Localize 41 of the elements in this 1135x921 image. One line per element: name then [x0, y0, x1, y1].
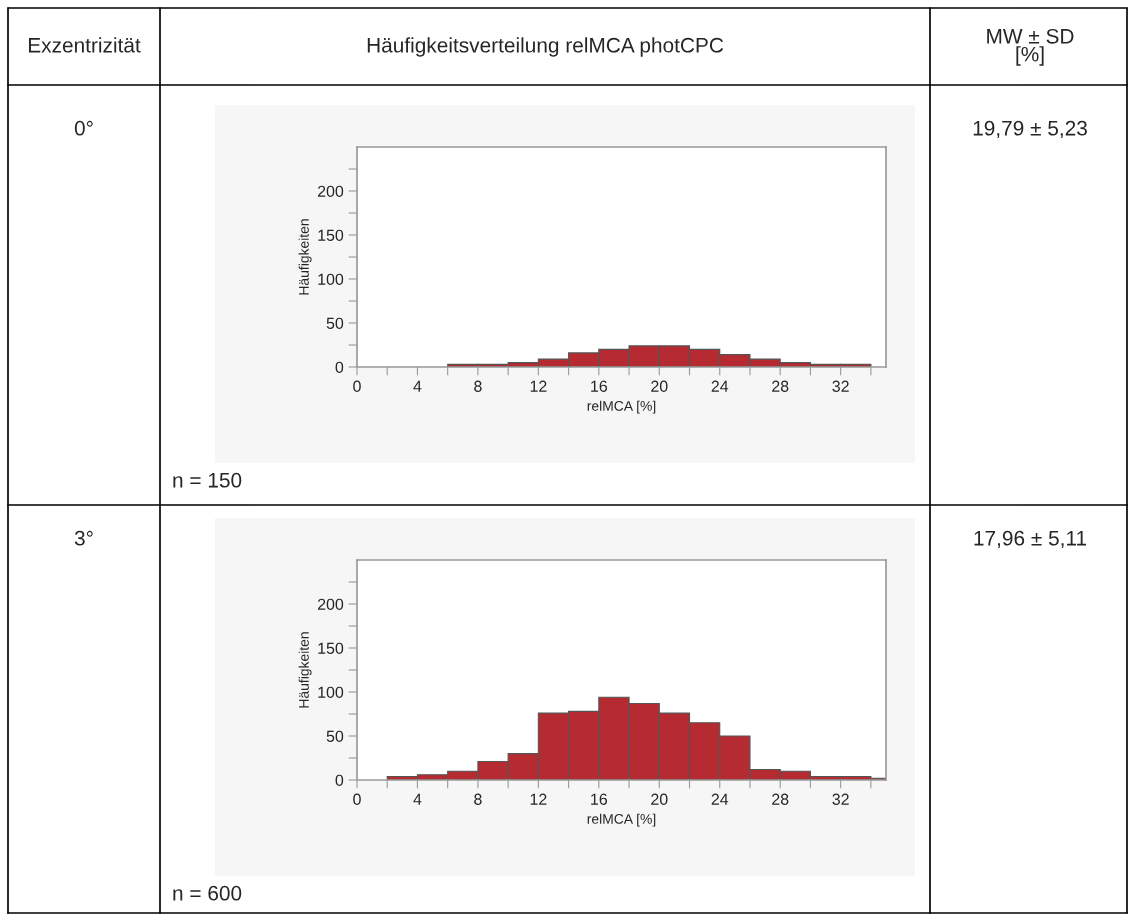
text: 17,96 ± 5,11 [974, 530, 1087, 549]
text: 19,79 ± 5,23 [973, 120, 1087, 139]
x-tick-label: 12 [530, 380, 547, 392]
x-tick-label: 0 [353, 793, 361, 805]
x-tick-label: 24 [711, 380, 729, 392]
x-tick-label: 20 [651, 380, 668, 392]
x-tick-label: 8 [474, 380, 482, 392]
y-tick-label: 200 [317, 598, 344, 610]
y-axis-title: Häufigkeiten [298, 632, 312, 708]
chart-title: Häufigkeitsverteilung relMCA photCPC [367, 37, 724, 57]
y-tick-label: 0 [335, 774, 344, 786]
x-tick-label: 20 [651, 793, 668, 805]
y-tick-label: 100 [318, 686, 344, 698]
x-tick-label: 0 [353, 380, 361, 392]
text: n = 600 [173, 885, 242, 901]
text: Exzentrizität [28, 37, 141, 53]
y-tick-label: 100 [318, 273, 344, 285]
x-tick-label: 8 [474, 793, 482, 805]
y-tick-label: 0 [335, 361, 344, 373]
text: n = 150 [173, 472, 242, 488]
x-tick-label: 4 [413, 793, 422, 805]
x-tick-label: 24 [711, 793, 729, 805]
y-tick-label: 50 [326, 317, 344, 329]
x-tick-label: 32 [832, 380, 849, 392]
x-axis-title: relMCA [%] [587, 813, 656, 827]
x-tick-label: 16 [591, 380, 608, 392]
y-tick-label: 200 [317, 185, 344, 197]
x-tick-label: 16 [591, 793, 608, 805]
x-tick-label: 12 [530, 793, 547, 805]
x-tick-label: 28 [772, 380, 789, 392]
x-axis-title: relMCA [%] [587, 400, 656, 414]
x-tick-label: 32 [832, 793, 849, 805]
y-axis-title: Häufigkeiten [298, 219, 312, 295]
y-tick-label: 150 [318, 229, 344, 241]
y-tick-label: 150 [318, 642, 344, 654]
text: 0° [74, 120, 93, 136]
text: MW ± SD [%] [987, 28, 1074, 66]
y-tick-label: 50 [326, 730, 344, 742]
x-tick-label: 28 [772, 793, 789, 805]
text: 3° [74, 530, 93, 546]
x-tick-label: 4 [413, 380, 422, 392]
